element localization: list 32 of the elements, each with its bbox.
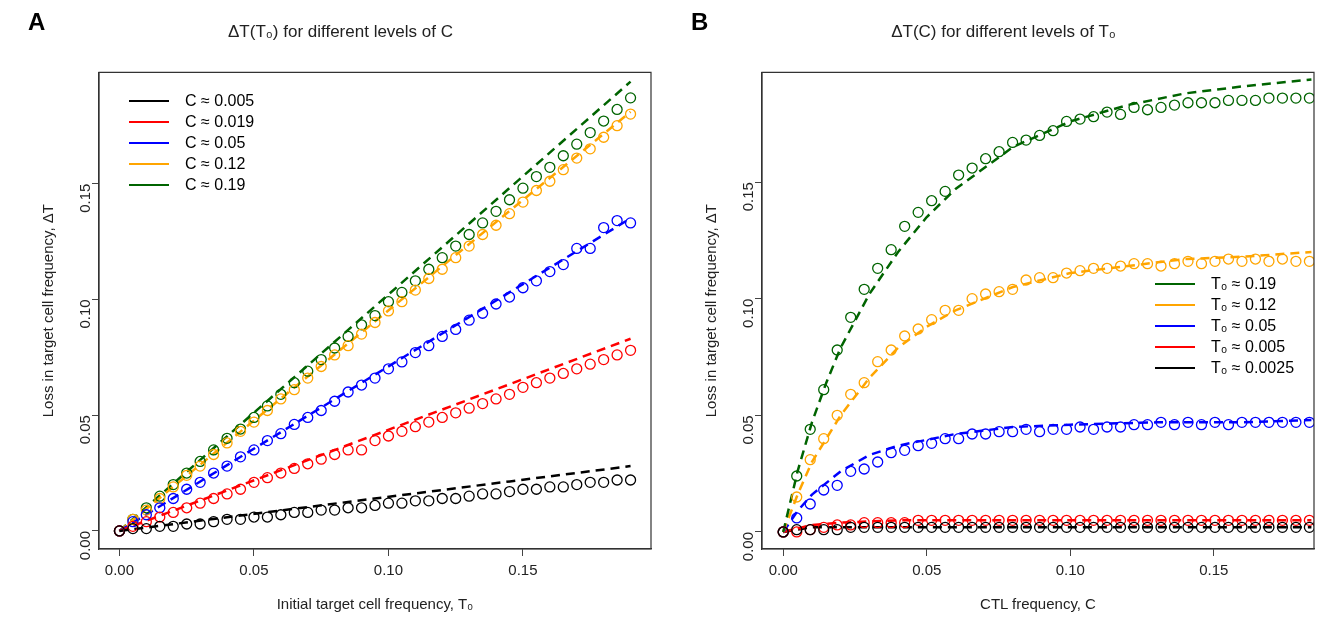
legend-label: T₀ ≈ 0.19	[1211, 274, 1277, 295]
legend-label: C ≈ 0.19	[185, 175, 246, 196]
chart-title: ΔT(C) for different levels of T₀	[891, 21, 1116, 41]
x-tick-label: 0.15	[1199, 561, 1229, 579]
x-tick-label: 0.00	[768, 561, 798, 579]
legend-label: T₀ ≈ 0.05	[1211, 316, 1277, 337]
legend-label: C ≈ 0.019	[185, 112, 255, 133]
legend-label: T₀ ≈ 0.12	[1211, 295, 1277, 316]
legend-label: T₀ ≈ 0.005	[1211, 337, 1286, 358]
x-tick-label: 0.00	[104, 561, 135, 579]
legend-label: T₀ ≈ 0.0025	[1211, 358, 1295, 379]
y-tick-label: 0.15	[76, 183, 94, 213]
y-axis-title: Loss in target cell frequency, ΔT	[702, 204, 720, 418]
legend-label: C ≈ 0.12	[185, 154, 246, 175]
text: B	[691, 8, 709, 36]
chart-title: ΔT(T₀) for different levels of C	[228, 21, 453, 41]
text: A	[28, 8, 46, 36]
legend-label: C ≈ 0.005	[185, 91, 255, 112]
x-tick-label: 0.05	[239, 561, 269, 579]
x-tick-label: 0.10	[373, 561, 404, 579]
x-axis-title: CTL frequency, C	[980, 595, 1097, 613]
x-tick-label: 0.10	[1055, 561, 1085, 579]
x-tick-label: 0.15	[508, 561, 538, 579]
y-tick-label: 0.05	[76, 415, 94, 445]
x-tick-label: 0.05	[912, 561, 942, 579]
y-axis-title: Loss in target cell frequency, ΔT	[39, 204, 57, 418]
legend-label: C ≈ 0.05	[185, 133, 246, 154]
y-tick-label: 0.15	[739, 182, 757, 212]
x-axis-title: Initial target cell frequency, T₀	[276, 595, 474, 613]
y-tick-label: 0.05	[739, 415, 757, 445]
y-tick-label: 0.10	[76, 299, 94, 329]
y-tick-label: 0.10	[739, 298, 757, 328]
